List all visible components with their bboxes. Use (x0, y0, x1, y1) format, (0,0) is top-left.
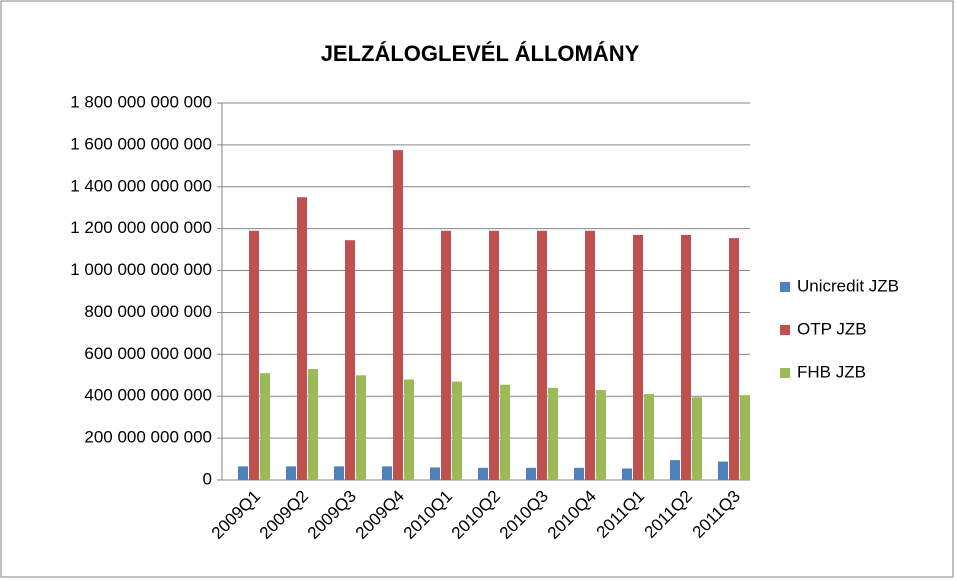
legend-swatch (780, 325, 790, 335)
bar (596, 389, 606, 480)
bar (297, 197, 307, 480)
legend-label: FHB JZB (797, 362, 866, 381)
bar (345, 240, 355, 480)
y-tick-label: 200 000 000 000 (84, 428, 212, 447)
y-tick-label: 1 600 000 000 000 (70, 134, 212, 153)
bar (670, 460, 680, 480)
bar (622, 468, 632, 480)
y-tick-label: 400 000 000 000 (84, 386, 212, 405)
bar (308, 368, 318, 480)
bar (633, 234, 643, 480)
bar (404, 379, 414, 480)
bar (238, 466, 248, 480)
bar (500, 384, 510, 480)
bar (478, 467, 488, 480)
bar (441, 230, 451, 480)
bar (729, 238, 739, 480)
bar (644, 394, 654, 480)
legend-swatch (780, 282, 790, 292)
bar (430, 467, 440, 480)
bar (382, 466, 392, 480)
bar (356, 375, 366, 480)
bar (260, 373, 270, 480)
bar (740, 395, 750, 480)
bar (692, 397, 702, 480)
legend-swatch (780, 368, 790, 378)
y-tick-label: 1 200 000 000 000 (70, 218, 212, 237)
bar (249, 230, 259, 480)
chart-title: JELZÁLOGLEVÉL ÁLLOMÁNY (321, 41, 640, 66)
bar (681, 234, 691, 480)
legend-label: OTP JZB (797, 319, 867, 338)
bar (574, 467, 584, 480)
bar (393, 150, 403, 480)
bar (526, 467, 536, 480)
bar (585, 230, 595, 480)
y-tick-label: 1 800 000 000 000 (70, 92, 212, 111)
y-tick-label: 1 000 000 000 000 (70, 260, 212, 279)
bar (548, 387, 558, 480)
bar (452, 381, 462, 480)
y-tick-label: 600 000 000 000 (84, 344, 212, 363)
y-tick-label: 0 (203, 469, 212, 488)
y-tick-label: 800 000 000 000 (84, 302, 212, 321)
bar (489, 230, 499, 480)
y-tick-label: 1 400 000 000 000 (70, 176, 212, 195)
bar (334, 466, 344, 480)
bar (537, 230, 547, 480)
legend-label: Unicredit JZB (797, 276, 899, 295)
bar (718, 461, 728, 480)
bar (286, 466, 296, 480)
